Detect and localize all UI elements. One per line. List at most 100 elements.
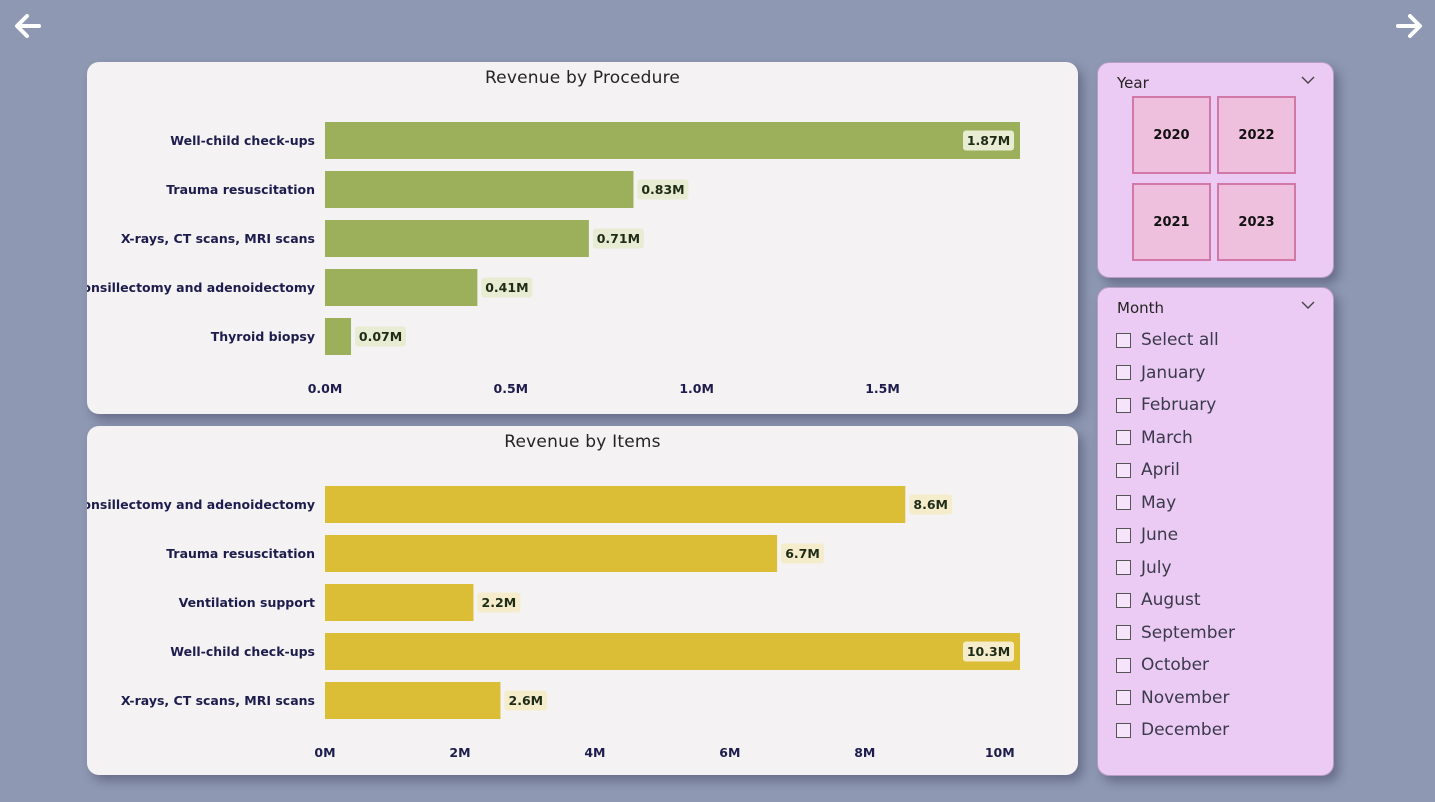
data-label: 6.7M: [785, 546, 820, 561]
category-label: X-rays, CT scans, MRI scans: [121, 231, 315, 246]
year-tile-2022[interactable]: 2022: [1217, 96, 1296, 174]
month-option-label: January: [1141, 362, 1206, 383]
category-label: Tonsillectomy and adenoidectomy: [87, 280, 315, 295]
month-option[interactable]: March: [1116, 422, 1235, 455]
month-option[interactable]: May: [1116, 487, 1235, 520]
month-option-label: August: [1141, 590, 1201, 611]
month-option[interactable]: October: [1116, 649, 1235, 682]
month-option[interactable]: June: [1116, 519, 1235, 552]
month-option[interactable]: December: [1116, 714, 1235, 747]
x-tick-label: 8M: [854, 745, 875, 760]
year-tile-2021[interactable]: 2021: [1132, 183, 1211, 261]
month-option-label: November: [1141, 687, 1230, 708]
revenue-by-items-chart[interactable]: Revenue by Items Tonsillectomy and adeno…: [87, 426, 1078, 775]
data-label-background: [592, 228, 644, 249]
items-chart-canvas: Tonsillectomy and adenoidectomy 8.6M Traum…: [87, 486, 1020, 760]
year-tile-2020[interactable]: 2020: [1132, 96, 1211, 174]
back-button[interactable]: [12, 10, 44, 42]
data-label-background: [963, 130, 1014, 151]
data-label-background: [963, 641, 1014, 662]
chevron-down-icon[interactable]: [1301, 300, 1315, 310]
checkbox[interactable]: [1116, 722, 1131, 738]
data-label-background: [477, 592, 521, 613]
x-tick-label: 1.0M: [679, 381, 714, 396]
category-label: Well-child check-ups: [170, 644, 315, 659]
checkbox[interactable]: [1116, 657, 1131, 673]
bar[interactable]: [325, 584, 474, 621]
month-list: Select all January February March April May Ju…: [1116, 324, 1235, 747]
bar[interactable]: [325, 318, 352, 355]
month-option[interactable]: January: [1116, 357, 1235, 390]
forward-button[interactable]: [1393, 10, 1425, 42]
x-tick-label: 6M: [719, 745, 740, 760]
x-tick-label: 4M: [584, 745, 605, 760]
checkbox[interactable]: [1116, 495, 1131, 511]
procedure-chart-canvas: Well-child check-ups 1.87M Trauma resuscit…: [87, 122, 1020, 396]
checkbox[interactable]: [1116, 397, 1131, 413]
bar[interactable]: [325, 535, 778, 572]
data-label-background: [637, 179, 689, 200]
month-option-label: March: [1141, 427, 1193, 448]
data-label: 0.83M: [641, 182, 684, 197]
bar[interactable]: [325, 122, 1020, 159]
chevron-down-icon[interactable]: [1301, 75, 1315, 85]
month-option[interactable]: September: [1116, 617, 1235, 650]
checkbox[interactable]: [1116, 527, 1131, 543]
category-label: Well-child check-ups: [170, 133, 315, 148]
checkbox[interactable]: [1116, 430, 1131, 446]
data-label-background: [909, 494, 953, 515]
checkbox[interactable]: [1116, 690, 1131, 706]
month-slicer-header: Month: [1117, 299, 1165, 317]
category-label: Tonsillectomy and adenoidectomy: [87, 497, 315, 512]
month-slicer[interactable]: Month Select all January February March Apri…: [1097, 287, 1334, 776]
data-label: 0.07M: [359, 329, 402, 344]
month-option-label: June: [1141, 525, 1179, 546]
month-option[interactable]: August: [1116, 584, 1235, 617]
x-tick-label: 0.5M: [494, 381, 529, 396]
bar[interactable]: [325, 682, 501, 719]
x-tick-label: 2M: [449, 745, 470, 760]
arrow-right-icon: [1396, 14, 1422, 38]
month-option-label: February: [1141, 395, 1217, 416]
category-label: X-rays, CT scans, MRI scans: [121, 693, 315, 708]
data-label-background: [504, 690, 548, 711]
month-option-label: September: [1141, 622, 1235, 643]
data-label: 0.41M: [485, 280, 528, 295]
data-label: 10.3M: [967, 644, 1010, 659]
month-option-label: April: [1141, 460, 1180, 481]
month-option[interactable]: Select all: [1116, 324, 1235, 357]
bar[interactable]: [325, 171, 634, 208]
data-label: 2.6M: [509, 693, 544, 708]
checkbox[interactable]: [1116, 365, 1131, 381]
checkbox[interactable]: [1116, 332, 1131, 348]
x-tick-label: 0M: [314, 745, 335, 760]
year-slicer[interactable]: Year 2020 2022 2021 2023: [1097, 62, 1334, 278]
year-slicer-header: Year: [1117, 74, 1149, 92]
revenue-by-procedure-chart[interactable]: Revenue by Procedure Well-child check-up…: [87, 62, 1078, 414]
bar[interactable]: [325, 220, 589, 257]
month-option[interactable]: February: [1116, 389, 1235, 422]
year-tile-2023[interactable]: 2023: [1217, 183, 1296, 261]
x-tick-label: 0.0M: [308, 381, 343, 396]
checkbox[interactable]: [1116, 592, 1131, 608]
checkbox[interactable]: [1116, 560, 1131, 576]
category-label: Thyroid biopsy: [211, 329, 315, 344]
month-option-label: December: [1141, 720, 1230, 741]
checkbox[interactable]: [1116, 462, 1131, 478]
month-option-label: October: [1141, 655, 1210, 676]
month-option[interactable]: July: [1116, 552, 1235, 585]
data-label-background: [355, 326, 407, 347]
bar[interactable]: [325, 269, 478, 306]
month-option[interactable]: November: [1116, 682, 1235, 715]
chart-title: Revenue by Procedure: [484, 68, 681, 88]
checkbox[interactable]: [1116, 625, 1131, 641]
data-label: 2.2M: [482, 595, 517, 610]
month-option-label: July: [1141, 557, 1172, 578]
arrow-left-icon: [15, 14, 41, 38]
bar[interactable]: [325, 633, 1020, 670]
category-label: Ventilation support: [179, 595, 315, 610]
month-option-label: May: [1141, 492, 1177, 513]
category-label: Trauma resuscitation: [166, 546, 315, 561]
bar[interactable]: [325, 486, 906, 523]
month-option[interactable]: April: [1116, 454, 1235, 487]
